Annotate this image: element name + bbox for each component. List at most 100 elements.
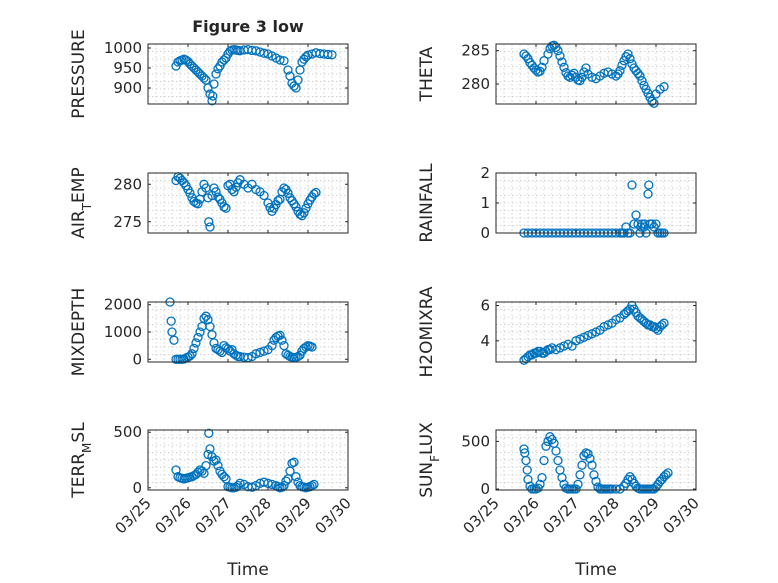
data-point (259, 190, 269, 201)
x-tick-label: 03/27 (540, 494, 583, 537)
data-point (649, 98, 659, 108)
data-point (295, 209, 305, 219)
y-tick-label: 0 (480, 224, 490, 242)
data-point (659, 318, 669, 328)
data-point (247, 482, 257, 492)
data-point (201, 460, 211, 471)
data-point (267, 479, 277, 490)
data-point (167, 327, 177, 337)
data-point (275, 55, 285, 65)
subplot-mixdepth: 0 1000 2000 MIXDEPTH (69, 288, 349, 376)
data-point (583, 449, 593, 459)
series-mixdepth (165, 297, 317, 364)
x-tick-label: 03/29 (620, 494, 663, 537)
data-point (297, 211, 307, 221)
y-tick-label: 2 (480, 164, 490, 182)
x-tick-label: 03/25 (460, 494, 503, 537)
ylabel-h2omixra: H2OMIXRA (417, 286, 437, 377)
data-point (537, 472, 547, 483)
data-point (519, 444, 529, 454)
axes-frame-h2omixra (495, 301, 697, 363)
data-point (553, 455, 563, 466)
x-tick-label: 03/25 (112, 494, 155, 537)
xlabel-time: Time (226, 560, 269, 580)
y-tick-label: 285 (461, 42, 490, 60)
data-point (303, 50, 313, 60)
data-point (581, 63, 591, 73)
axes-frame-sun-flux (495, 429, 697, 491)
data-point (193, 199, 203, 209)
ylabel-pressure: PRESSURE (69, 29, 89, 118)
y-tick-label: 2000 (104, 296, 142, 314)
data-point (223, 344, 233, 354)
data-point (273, 482, 283, 492)
data-point (591, 476, 601, 487)
y-tick-label: 0 (132, 350, 142, 368)
data-point (640, 219, 650, 229)
data-point (251, 46, 261, 56)
data-point (577, 460, 587, 470)
data-point (208, 91, 218, 101)
data-point (283, 188, 293, 198)
data-point (203, 315, 213, 325)
data-point (211, 187, 221, 197)
data-point (277, 335, 287, 345)
data-point (521, 455, 531, 466)
data-point (205, 222, 215, 232)
y-tick-label: 6 (480, 297, 490, 315)
data-point (231, 182, 241, 192)
data-point (585, 453, 595, 464)
data-point (309, 479, 319, 490)
data-point (204, 428, 214, 438)
data-point (213, 460, 223, 471)
data-point (229, 187, 239, 197)
data-point (169, 335, 179, 345)
data-point (625, 472, 635, 482)
figure-title: Figure 3 low (192, 17, 304, 36)
data-point (615, 66, 625, 76)
data-point (617, 60, 627, 70)
subplot-rainfall: 0 1 2 RAINFALL (417, 163, 697, 243)
series-air-temp (171, 172, 321, 232)
data-point (539, 455, 549, 466)
data-point (205, 321, 215, 332)
subplot-h2omixra: 4 6 H2OMIXRA (417, 286, 697, 378)
data-point (625, 54, 635, 64)
data-point (279, 56, 289, 66)
subplot-theta: 280 285 THETA (417, 40, 697, 108)
data-point (299, 208, 309, 218)
data-point (623, 49, 633, 59)
y-tick-label: 1 (480, 194, 490, 212)
data-point (587, 460, 597, 470)
xlabel-time: Time (574, 560, 617, 580)
series-h2omixra (519, 300, 669, 365)
series-terr-msl (171, 428, 319, 493)
data-point (545, 432, 555, 442)
y-tick-label: 4 (480, 332, 490, 350)
grid-terr-msl (147, 430, 349, 490)
data-point (575, 470, 585, 480)
axes-frame-pressure (147, 43, 349, 105)
y-tick-label: 280 (461, 75, 490, 93)
data-point (193, 332, 203, 343)
data-point (559, 62, 569, 72)
data-point (545, 344, 555, 355)
data-point (255, 347, 265, 358)
data-point (185, 188, 195, 198)
ylabel-terr-msl: TERRMSL (69, 422, 94, 499)
data-point (166, 316, 176, 326)
data-point (659, 82, 669, 92)
data-point (522, 465, 532, 475)
data-point (307, 342, 317, 352)
data-point (663, 468, 673, 478)
data-point (195, 327, 205, 337)
data-point (323, 49, 333, 60)
data-point (537, 62, 547, 72)
data-point (185, 351, 195, 361)
data-point (273, 196, 283, 206)
x-tick-label: 03/29 (272, 494, 315, 537)
data-point (643, 189, 653, 199)
data-point (631, 210, 641, 220)
data-point (289, 457, 299, 467)
